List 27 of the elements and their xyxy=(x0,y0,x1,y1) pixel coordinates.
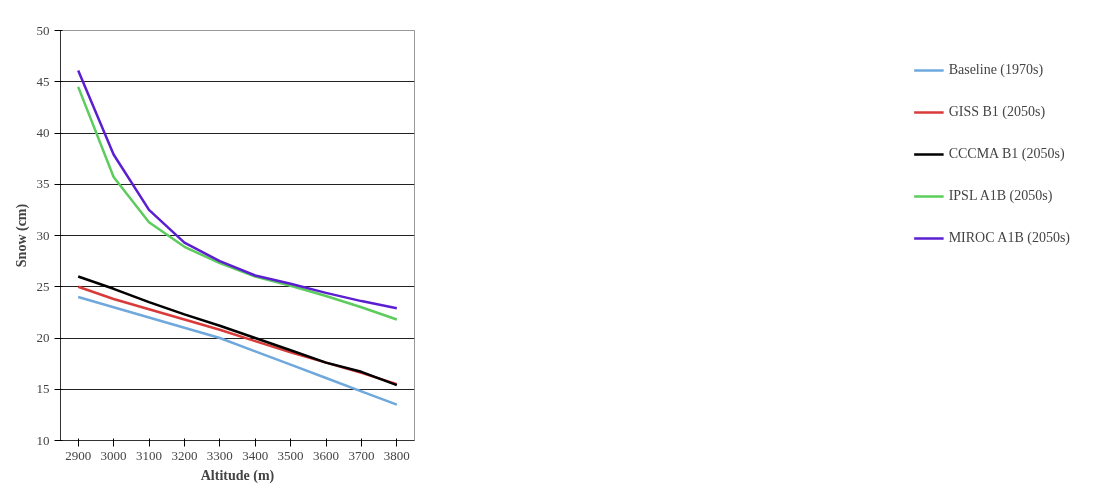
legend-label: Baseline (1970s) xyxy=(948,62,1044,78)
line-series xyxy=(76,295,399,406)
y-tick-label: 35 xyxy=(36,176,50,192)
x-tick-label: 3600 xyxy=(313,447,339,463)
y-tick-label: 50 xyxy=(36,22,50,38)
y-tick-label: 30 xyxy=(36,227,50,243)
legend-label: MIROC A1B (2050s) xyxy=(948,230,1070,246)
x-tick-label: 3700 xyxy=(348,447,375,463)
y-tick-label: 20 xyxy=(36,330,50,345)
x-tick-label: 3100 xyxy=(136,447,162,463)
legend-label: GISS B1 (2050s) xyxy=(948,104,1046,120)
y-tick-label: 25 xyxy=(36,278,50,294)
y-tick-label: 15 xyxy=(36,381,50,397)
x-tick-label: 3500 xyxy=(277,447,304,463)
legend-label: CCCMA B1 (2050s) xyxy=(948,146,1065,162)
x-tick-label: 3400 xyxy=(242,447,269,463)
x-tick-label: 3300 xyxy=(206,447,233,463)
x-tick-label: 3000 xyxy=(100,447,127,463)
x-tick-label: 2900 xyxy=(65,447,92,463)
x-tick-label: 3200 xyxy=(171,447,198,463)
y-tick-label: 40 xyxy=(36,125,50,140)
x-axis-title: Altitude (m) xyxy=(200,467,275,484)
x-tick-label: 3800 xyxy=(383,447,410,463)
legend-label: IPSL A1B (2050s) xyxy=(948,188,1053,204)
y-axis-title: Snow (cm) xyxy=(13,203,30,268)
y-tick-label: 45 xyxy=(36,73,50,89)
y-tick-label: 10 xyxy=(36,432,50,448)
